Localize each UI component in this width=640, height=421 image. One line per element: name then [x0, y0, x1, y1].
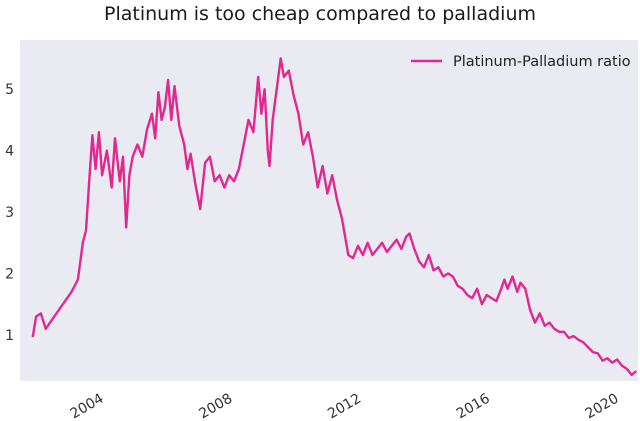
- y-tick-label: 3: [5, 205, 14, 221]
- y-tick-label: 5: [5, 82, 14, 98]
- x-tick-label: 2020: [583, 391, 622, 421]
- y-tick-label: 2: [5, 266, 14, 282]
- x-tick-label: 2012: [325, 391, 364, 421]
- x-tick-label: 2016: [454, 391, 493, 421]
- y-tick-label: 1: [5, 328, 14, 344]
- legend: Platinum-Palladium ratio: [411, 54, 631, 70]
- y-axis: 1 2 3 4 5: [5, 82, 14, 344]
- x-tick-label: 2008: [196, 391, 235, 421]
- chart-title: Platinum is too cheap compared to pallad…: [104, 3, 536, 25]
- legend-label: Platinum-Palladium ratio: [453, 54, 631, 70]
- plot-area: [20, 40, 638, 381]
- x-tick-label: 2004: [68, 391, 107, 421]
- series-line-platinum-palladium-ratio: [31, 57, 637, 377]
- y-tick-label: 4: [5, 144, 14, 160]
- x-axis: 2004 2008 2012 2016 2020: [68, 391, 622, 421]
